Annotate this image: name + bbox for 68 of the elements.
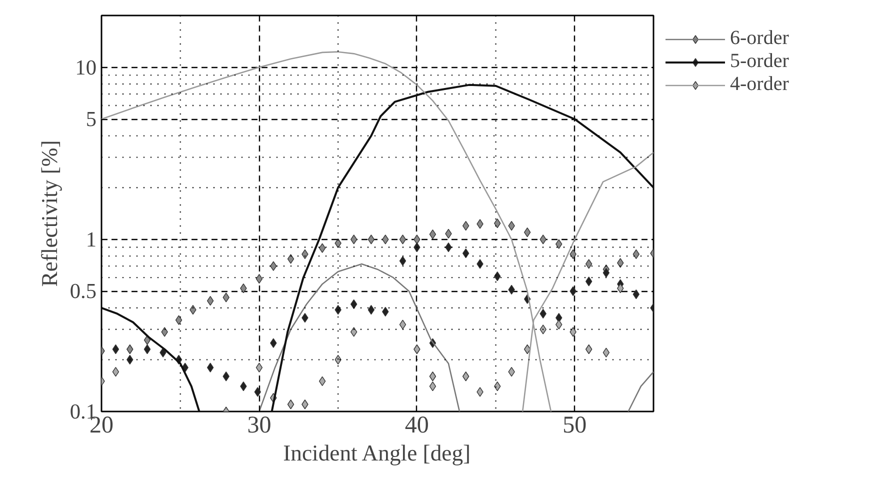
y-axis-title: Reflectivity [%] [36,140,62,287]
point [399,234,406,244]
point [112,344,120,354]
y-tick-label: 1 [86,227,97,252]
point [270,338,277,348]
point [256,362,263,372]
legend-label: 6-order [730,27,789,50]
point [287,254,294,264]
point [429,229,436,240]
point [429,382,436,392]
point [494,382,501,392]
x-tick-label: 40 [404,412,429,438]
point [617,258,624,268]
legend-label: 5-order [730,50,789,73]
point [302,400,308,410]
point [112,366,120,377]
point [556,239,562,249]
point [144,344,151,354]
point [318,376,326,386]
point [540,324,546,334]
x-tick-label: 50 [562,412,587,438]
point [602,268,610,278]
point [462,220,470,231]
point [175,315,182,325]
point [585,344,592,354]
point [240,382,247,392]
point [476,219,484,229]
point [160,348,166,358]
y-tick-label: 10 [75,55,96,80]
point [350,299,358,310]
point [399,320,406,330]
point [476,259,484,269]
point [540,234,546,244]
point [206,296,214,306]
point [414,234,420,244]
point [222,372,230,382]
point [556,320,562,330]
point [368,234,375,244]
point [570,327,576,337]
point [287,400,294,410]
point [462,248,470,258]
point [602,348,610,358]
point [256,274,263,284]
x-axis-title: Incident Angle [deg] [283,440,471,466]
point [524,227,531,238]
point [585,276,592,286]
point [254,387,261,397]
point [524,344,531,354]
point [222,292,230,302]
point [462,372,470,382]
point [318,243,326,253]
point [270,261,277,271]
x-tick-label: 30 [247,412,272,438]
point [302,313,308,323]
point [445,228,452,238]
point [476,387,484,397]
point [350,327,358,337]
point [206,362,214,372]
point [399,256,406,266]
legend-label: 4-order [730,73,789,96]
point [161,327,168,337]
point [429,372,436,382]
y-tick-label: 0.5 [70,279,97,304]
y-tick-label: 5 [86,107,97,132]
point [382,234,389,244]
point [350,234,358,244]
point [368,304,375,315]
point [585,259,592,269]
